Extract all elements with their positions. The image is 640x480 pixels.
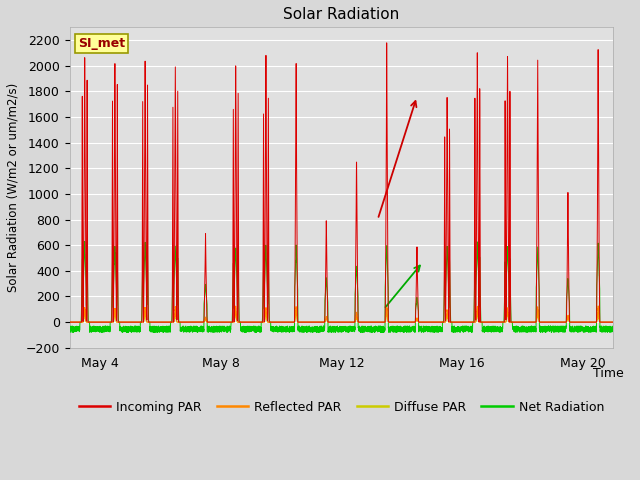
X-axis label: Time: Time	[593, 367, 624, 380]
Text: SI_met: SI_met	[77, 37, 125, 50]
Y-axis label: Solar Radiation (W/m2 or um/m2/s): Solar Radiation (W/m2 or um/m2/s)	[7, 83, 20, 292]
Title: Solar Radiation: Solar Radiation	[284, 7, 399, 22]
Legend: Incoming PAR, Reflected PAR, Diffuse PAR, Net Radiation: Incoming PAR, Reflected PAR, Diffuse PAR…	[74, 396, 609, 419]
